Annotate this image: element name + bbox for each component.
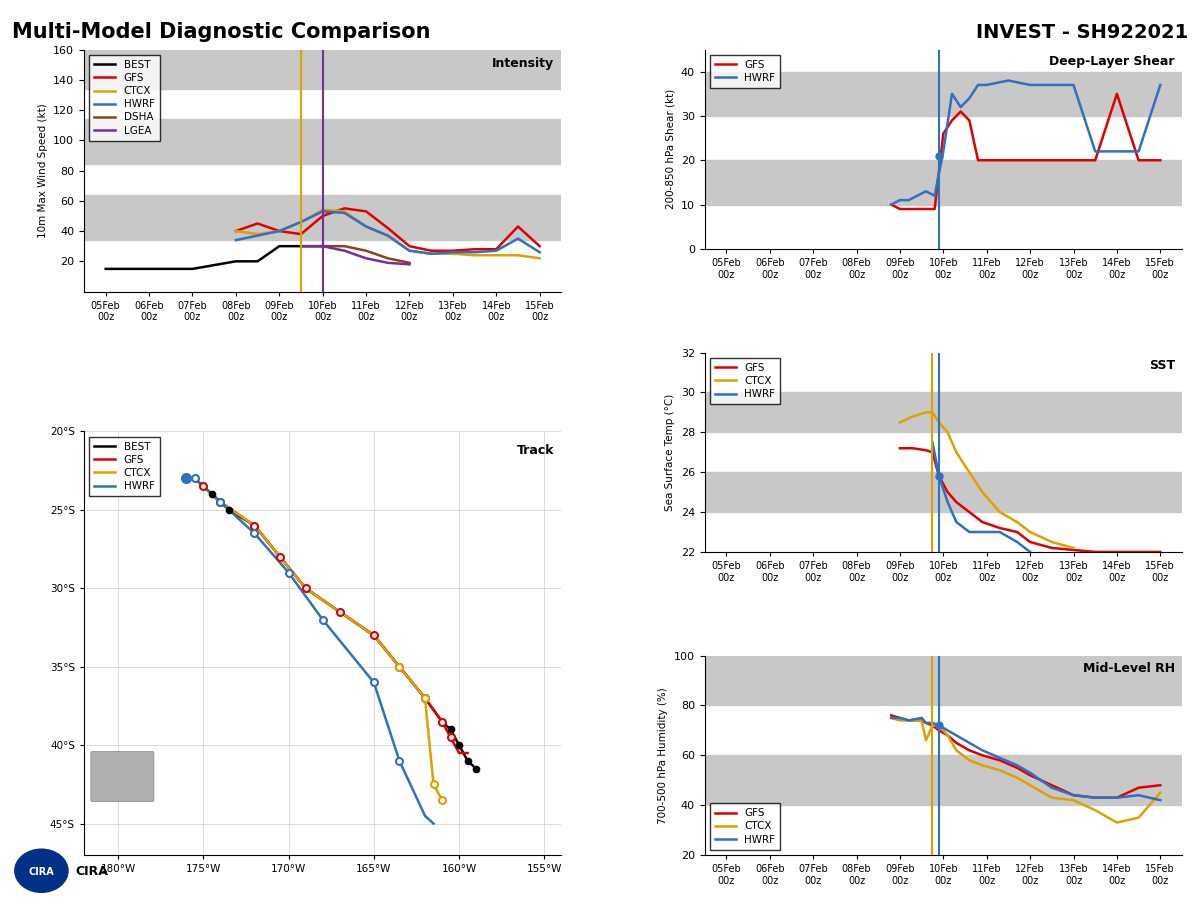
Legend: GFS, CTCX, HWRF: GFS, CTCX, HWRF bbox=[710, 358, 780, 404]
Y-axis label: 10m Max Wind Speed (kt): 10m Max Wind Speed (kt) bbox=[37, 104, 48, 238]
Text: Deep-Layer Shear: Deep-Layer Shear bbox=[1049, 56, 1175, 68]
Text: Intensity: Intensity bbox=[492, 57, 554, 70]
Legend: GFS, HWRF: GFS, HWRF bbox=[710, 55, 780, 88]
Bar bbox=[84, 194, 562, 240]
Bar bbox=[704, 160, 1182, 204]
Bar bbox=[84, 119, 562, 165]
Y-axis label: Sea Surface Temp (°C): Sea Surface Temp (°C) bbox=[665, 393, 676, 511]
Bar bbox=[84, 50, 562, 89]
Text: Mid-Level RH: Mid-Level RH bbox=[1082, 662, 1175, 675]
Y-axis label: 200-850 hPa Shear (kt): 200-850 hPa Shear (kt) bbox=[665, 89, 676, 210]
Legend: BEST, GFS, CTCX, HWRF, DSHA, LGEA: BEST, GFS, CTCX, HWRF, DSHA, LGEA bbox=[89, 55, 160, 140]
Text: SST: SST bbox=[1148, 358, 1175, 372]
Bar bbox=[704, 472, 1182, 512]
Text: CIRA: CIRA bbox=[74, 865, 108, 878]
Bar bbox=[704, 755, 1182, 806]
Text: Track: Track bbox=[517, 444, 554, 457]
Bar bbox=[704, 655, 1182, 706]
Bar bbox=[704, 392, 1182, 432]
Legend: BEST, GFS, CTCX, HWRF: BEST, GFS, CTCX, HWRF bbox=[89, 436, 160, 497]
Legend: GFS, CTCX, HWRF: GFS, CTCX, HWRF bbox=[710, 803, 780, 850]
Y-axis label: 700-500 hPa Humidity (%): 700-500 hPa Humidity (%) bbox=[659, 687, 668, 824]
Ellipse shape bbox=[14, 849, 68, 893]
FancyBboxPatch shape bbox=[91, 752, 154, 802]
Bar bbox=[704, 72, 1182, 116]
Text: INVEST - SH922021: INVEST - SH922021 bbox=[976, 22, 1188, 41]
Text: CIRA: CIRA bbox=[29, 867, 54, 877]
Text: Multi-Model Diagnostic Comparison: Multi-Model Diagnostic Comparison bbox=[12, 22, 431, 42]
